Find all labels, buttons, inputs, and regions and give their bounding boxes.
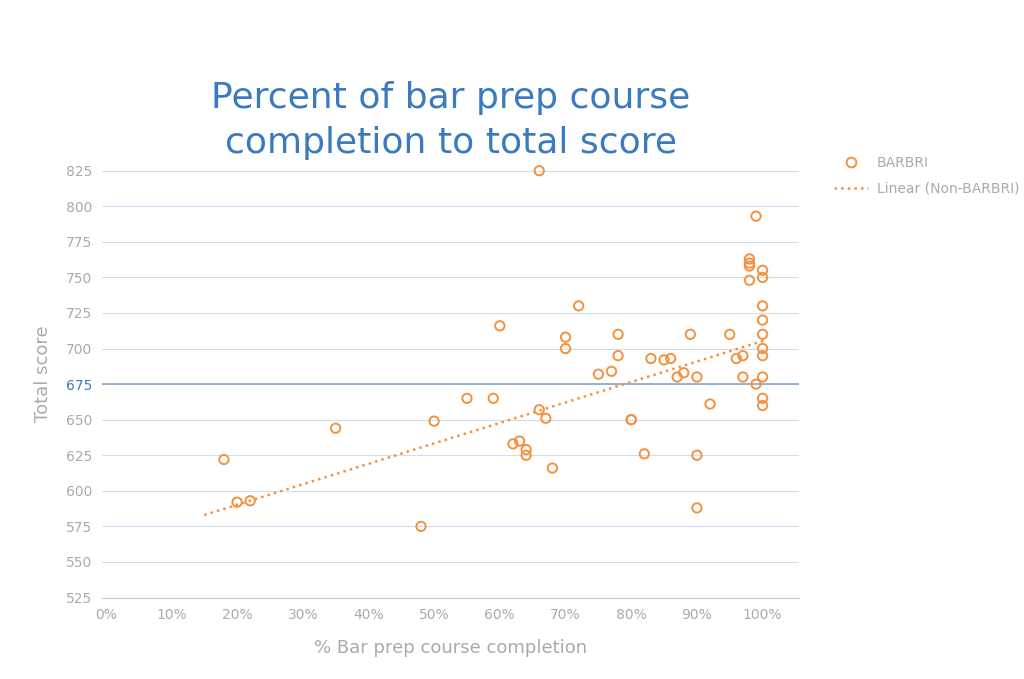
Point [669, 371, 685, 382]
Point [701, 399, 718, 409]
Point [328, 423, 344, 434]
Point [755, 300, 771, 311]
Point [413, 521, 429, 532]
Point [590, 369, 606, 380]
Point [722, 329, 738, 340]
Point [748, 379, 764, 390]
Point [755, 400, 771, 411]
Point [755, 393, 771, 404]
Point [505, 439, 521, 449]
Point [655, 354, 672, 365]
Point [755, 272, 771, 283]
Point [557, 343, 573, 354]
Point [242, 496, 258, 507]
Point [531, 165, 548, 176]
Point [676, 367, 692, 378]
Point [544, 462, 560, 473]
Point [216, 454, 232, 465]
Point [518, 444, 535, 455]
Point [531, 404, 548, 415]
Point [557, 332, 573, 343]
Point [755, 350, 771, 361]
Point [755, 329, 771, 340]
Point [741, 253, 758, 264]
Point [636, 448, 652, 459]
Point [538, 413, 554, 424]
Point [643, 353, 659, 364]
Text: Percent of bar prep course
completion to total score: Percent of bar prep course completion to… [211, 81, 690, 160]
Point [485, 393, 502, 404]
Point [459, 393, 475, 404]
Point [755, 371, 771, 382]
Point [734, 350, 751, 361]
Point [610, 350, 627, 361]
Y-axis label: Total score: Total score [34, 325, 52, 422]
Point [734, 371, 751, 382]
Point [689, 449, 706, 460]
Point [741, 275, 758, 286]
Point [741, 258, 758, 269]
Point [610, 329, 627, 340]
Point [623, 414, 639, 425]
Point [755, 314, 771, 325]
Point [741, 261, 758, 272]
Point [518, 449, 535, 460]
Point [426, 416, 442, 426]
Point [689, 371, 706, 382]
Point [755, 343, 771, 354]
Point [623, 414, 639, 425]
Point [663, 353, 679, 364]
X-axis label: % Bar prep course completion: % Bar prep course completion [314, 639, 587, 657]
Legend: BARBRI, Linear (Non-BARBRI): BARBRI, Linear (Non-BARBRI) [834, 156, 1019, 196]
Point [755, 265, 771, 276]
Point [682, 329, 698, 340]
Point [748, 210, 764, 221]
Point [229, 497, 246, 508]
Point [570, 300, 587, 311]
Point [728, 353, 744, 364]
Point [689, 502, 706, 513]
Point [492, 320, 508, 331]
Point [511, 436, 527, 447]
Point [603, 366, 620, 377]
